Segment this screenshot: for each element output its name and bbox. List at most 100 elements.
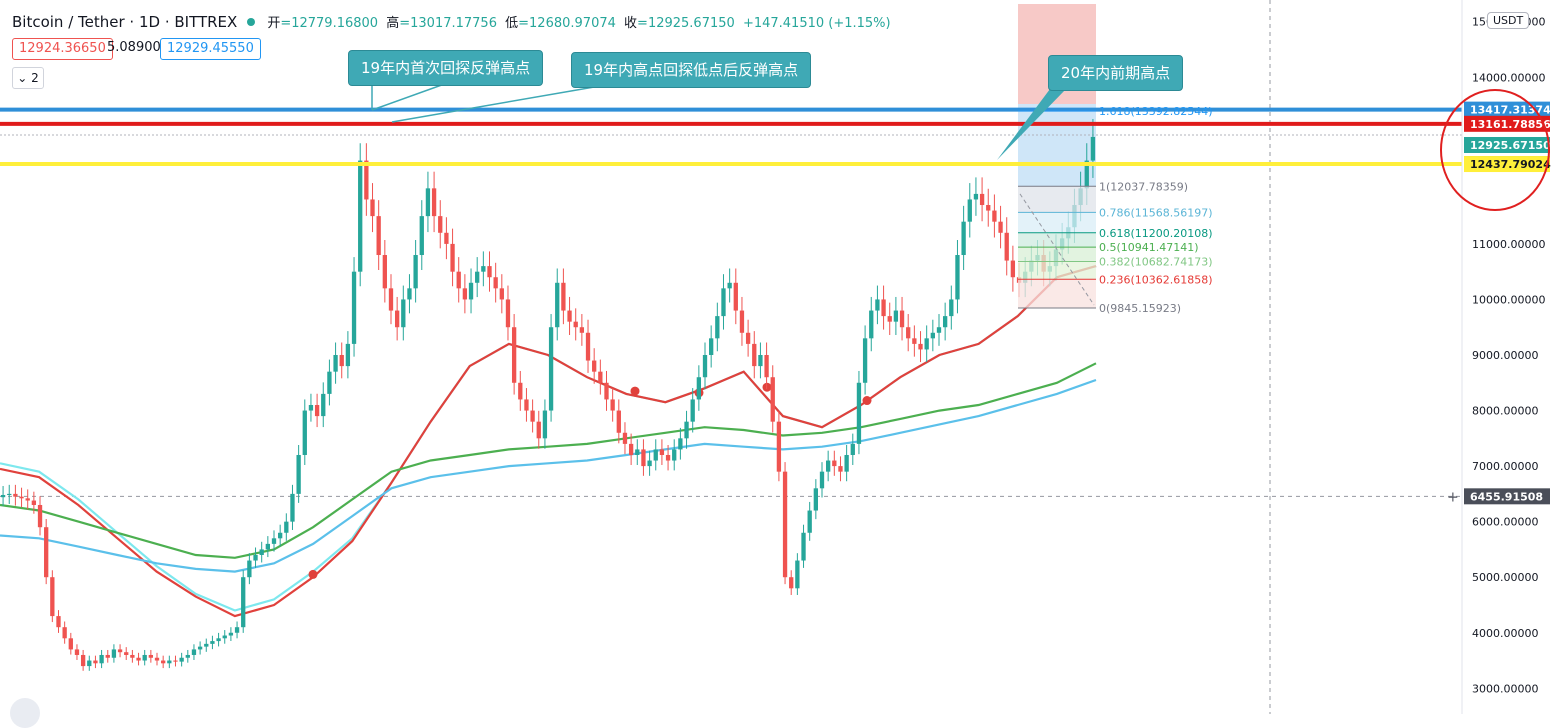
candle: [665, 444, 671, 471]
candle: [407, 274, 412, 314]
candle: [776, 410, 782, 482]
candle-body: [142, 654, 147, 661]
candle: [117, 644, 123, 658]
price-axis-tick: 7000.00000: [1472, 460, 1538, 473]
candle: [321, 382, 326, 428]
candle-body: [259, 549, 264, 555]
candle-body: [567, 310, 572, 322]
candle-body: [339, 355, 344, 367]
candle: [99, 649, 104, 669]
candle: [967, 183, 972, 238]
candle-body: [7, 493, 12, 495]
candle-body: [462, 288, 468, 300]
candle-body: [918, 343, 923, 350]
candle-body: [117, 649, 123, 653]
price-axis[interactable]: 3000.00000 4000.00000 5000.00000 6000.00000…: [1447, 0, 1552, 714]
candle-body: [185, 654, 190, 658]
candle-body: [949, 299, 954, 317]
candle-body: [62, 627, 67, 639]
last-price-tag: 12925.67150: [1470, 139, 1551, 152]
candle-body: [364, 160, 369, 200]
market-open-dot: [247, 17, 256, 26]
candle: [247, 553, 252, 585]
candle-body: [253, 554, 258, 561]
candle: [216, 632, 221, 647]
candle: [893, 296, 899, 336]
indicator-collapse-button[interactable]: ⌄ 2: [12, 67, 44, 89]
moving-average-4: [0, 378, 1097, 573]
candle-body: [0, 494, 6, 498]
candle-body: [148, 654, 154, 658]
candles-layer: [0, 118, 1096, 671]
candle: [62, 621, 67, 644]
candle: [844, 444, 849, 482]
candle: [13, 484, 18, 506]
candle: [579, 314, 585, 346]
candle: [296, 444, 301, 503]
ohlc-values: 开=12779.16800 高=13017.17756 低=12680.9707…: [267, 12, 894, 31]
crossover-dot: [630, 386, 640, 396]
candle: [727, 268, 732, 303]
fib-level-label: 1(12037.78359): [1099, 180, 1188, 193]
crosshair-plus-icon: +: [1447, 489, 1459, 505]
fib-band: [1018, 261, 1096, 280]
candle-body: [696, 377, 702, 400]
candle-body: [487, 266, 492, 278]
candle-body: [776, 421, 782, 472]
candle: [222, 630, 227, 644]
candle-body: [813, 488, 818, 511]
candle-body: [942, 316, 948, 328]
buy-price-button[interactable]: 12929.45550: [160, 38, 261, 60]
candle: [425, 171, 431, 233]
candle-body: [832, 460, 837, 467]
candle: [906, 314, 911, 352]
candle-body: [308, 404, 314, 411]
candle-body: [450, 243, 455, 272]
candle-body: [659, 449, 665, 455]
candle-body: [505, 299, 511, 328]
candle-body: [573, 321, 578, 328]
candle: [438, 200, 443, 249]
candle: [653, 439, 658, 471]
blue-line-price-tag-bg: [1464, 101, 1550, 118]
candle: [475, 257, 480, 298]
candle: [19, 487, 24, 508]
candle: [468, 268, 474, 314]
candle-body: [715, 316, 720, 339]
candle-body: [105, 654, 110, 658]
candle-body: [887, 316, 892, 322]
candle-body: [99, 654, 104, 664]
candle-body: [413, 255, 418, 289]
yellow-line-price-tag: 12437.79024: [1470, 158, 1551, 171]
fibonacci-layer: 1.618(13392.82544) 1(12037.78359) 0.786(11…: [1018, 105, 1213, 315]
candle: [0, 485, 6, 507]
candle: [204, 638, 209, 652]
callout-2019-first-rebound-high: 19年内首次回探反弹高点: [348, 50, 544, 86]
candle-body: [893, 310, 899, 322]
sell-price-button[interactable]: 12924.36650: [12, 38, 113, 60]
price-axis-tick: 10000.00000: [1472, 293, 1545, 306]
candle: [124, 647, 129, 660]
candle: [80, 649, 86, 671]
candle: [462, 274, 468, 314]
candle: [678, 427, 683, 460]
candle: [241, 570, 246, 633]
candle: [351, 257, 357, 357]
candle-body: [548, 327, 554, 411]
settings-gear-icon[interactable]: [10, 698, 40, 728]
candle-body: [979, 193, 985, 206]
candle: [376, 200, 381, 271]
candle-body: [321, 393, 326, 417]
candle: [949, 285, 954, 330]
candle-body: [647, 460, 652, 467]
candle: [68, 632, 73, 655]
candle: [419, 200, 424, 271]
symbol-title[interactable]: Bitcoin / Tether · 1D · BITTREX: [12, 12, 238, 31]
candle-body: [862, 338, 868, 383]
candle: [869, 296, 874, 352]
candle-body: [228, 632, 234, 636]
currency-badge[interactable]: USDT: [1487, 12, 1530, 29]
candle-body: [899, 310, 905, 328]
candle: [875, 285, 880, 325]
